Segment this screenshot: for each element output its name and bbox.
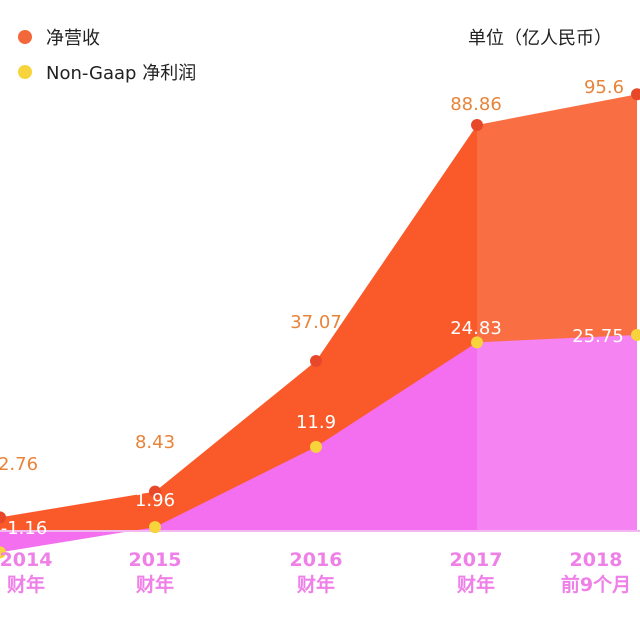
revenue-value-label: 8.43 [135,432,175,453]
revenue-value-label: 95.6 [584,77,624,98]
unit-label: 单位（亿人民币） [468,28,612,49]
profit-point [0,546,6,559]
revenue-point [631,88,640,101]
legend-revenue-marker [18,30,32,44]
profit-area-highlight [477,334,637,530]
legend-item-revenue: 净营收 [18,24,100,50]
profit-value-label: 1.96 [135,490,175,511]
revenue-value-label: 2.76 [0,454,38,475]
profit-value-label: 11.9 [296,412,336,433]
legend-revenue-label: 净营收 [46,28,100,49]
x-tick-label: 2015 财年 [129,549,182,596]
profit-value-label: 25.75 [572,326,624,347]
profit-point [149,521,161,534]
profit-point [471,336,483,349]
profit-point [310,440,322,453]
revenue-point [0,511,6,524]
profit-area [0,334,637,553]
legend-profit-marker [18,65,32,79]
baseline [0,530,640,532]
revenue-point [149,485,161,498]
profit-point [631,328,640,341]
x-tick-label: 2014 财年 [0,549,52,596]
revenue-point [471,118,483,131]
x-tick-label: 2016 财年 [290,549,343,596]
profit-value-label: -1.16 [1,518,48,539]
legend-profit-label: Non-Gaap 净利润 [46,63,197,84]
x-tick-label: 2017 财年 [450,549,503,596]
profit-value-label: 24.83 [450,318,502,339]
legend-item-profit: Non-Gaap 净利润 [18,59,196,85]
revenue-value-label: 37.07 [290,312,342,333]
revenue-value-label: 88.86 [450,94,502,115]
x-tick-label: 2018 前9个月 [561,549,631,596]
revenue-point [310,355,322,368]
